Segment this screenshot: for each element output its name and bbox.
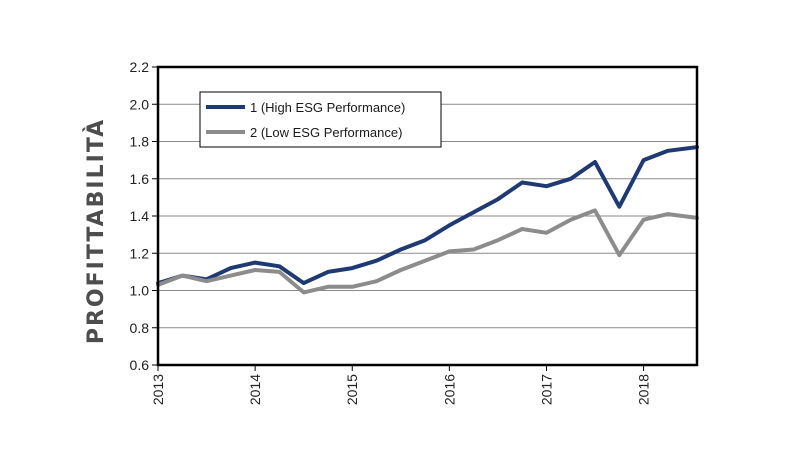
series-1-point bbox=[399, 247, 403, 252]
series-2-point bbox=[253, 268, 257, 272]
legend-label-low-esg: 2 (Low ESG Performance) bbox=[250, 125, 402, 140]
series-1-point bbox=[520, 180, 524, 185]
series-1-point bbox=[641, 158, 646, 162]
legend: 1 (High ESG Performance) 2 (Low ESG Perf… bbox=[199, 91, 442, 148]
series-2-point bbox=[666, 212, 670, 216]
y-tick-label: 1.8 bbox=[130, 134, 150, 150]
y-tick-label: 1.2 bbox=[130, 245, 150, 261]
x-tick-label: 2014 bbox=[247, 374, 263, 405]
series-1-point bbox=[666, 149, 670, 153]
series-2-point bbox=[399, 268, 403, 272]
series-1-point bbox=[423, 238, 427, 242]
y-tick-label: 1.4 bbox=[130, 208, 150, 224]
y-tick-label: 1.0 bbox=[130, 283, 150, 299]
series-2-point bbox=[544, 231, 549, 235]
series-2-point bbox=[326, 285, 330, 289]
legend-box bbox=[199, 91, 442, 148]
series-2-point bbox=[520, 227, 524, 231]
series-2-point bbox=[472, 247, 476, 252]
series-2-point bbox=[204, 279, 209, 283]
series-1-point bbox=[544, 184, 549, 188]
series-2-point bbox=[569, 218, 573, 222]
series-1-point bbox=[496, 197, 500, 201]
series-1-point bbox=[593, 160, 597, 164]
series-line-1 bbox=[156, 145, 699, 286]
y-tick-label: 2.0 bbox=[130, 96, 150, 112]
series-1-point bbox=[447, 223, 451, 227]
series-1-point bbox=[302, 281, 306, 285]
series-1-point bbox=[253, 260, 257, 265]
series-2-point bbox=[277, 270, 281, 274]
x-tick-label: 2018 bbox=[636, 374, 652, 405]
series-lines bbox=[156, 145, 699, 295]
series-2-point bbox=[496, 238, 500, 242]
x-tick-label: 2015 bbox=[344, 374, 360, 405]
series-2-point bbox=[423, 259, 427, 263]
y-tick-label: 0.8 bbox=[130, 320, 150, 336]
y-tick-label: 2.2 bbox=[130, 59, 150, 75]
y-axis-label: PROFITTABILITÀ bbox=[83, 118, 109, 344]
series-1-point bbox=[277, 264, 281, 268]
series-1-point bbox=[569, 177, 573, 181]
series-2-point bbox=[350, 285, 354, 289]
x-tick-label: 2016 bbox=[441, 374, 457, 405]
series-2-point bbox=[447, 249, 451, 253]
y-axis-ticks: 0.6 0.8 1.0 1.2 1.4 1.6 1.8 2.0 2.2 bbox=[130, 59, 158, 373]
x-tick-label: 2013 bbox=[150, 374, 166, 405]
x-axis-ticks: 2013 2014 2015 2016 2017 2018 bbox=[150, 365, 652, 405]
legend-label-high-esg: 1 (High ESG Performance) bbox=[250, 100, 405, 115]
series-1-point bbox=[617, 205, 621, 209]
series-2-point bbox=[593, 208, 597, 213]
x-tick-label: 2017 bbox=[538, 374, 554, 405]
series-1-point bbox=[350, 266, 354, 270]
series-line-2 bbox=[156, 208, 699, 295]
series-1-point bbox=[472, 210, 476, 214]
series-2-point bbox=[229, 274, 233, 278]
series-2-point bbox=[641, 218, 646, 222]
series-1-point bbox=[229, 266, 233, 270]
series-2-point bbox=[302, 290, 306, 294]
y-tick-label: 0.6 bbox=[130, 357, 150, 373]
y-tick-label: 1.6 bbox=[130, 171, 150, 187]
series-2-point bbox=[617, 253, 621, 257]
series-1-point bbox=[326, 270, 330, 274]
series-2-point bbox=[180, 274, 184, 278]
series-2-point bbox=[374, 279, 379, 283]
series-1-point bbox=[374, 259, 379, 263]
